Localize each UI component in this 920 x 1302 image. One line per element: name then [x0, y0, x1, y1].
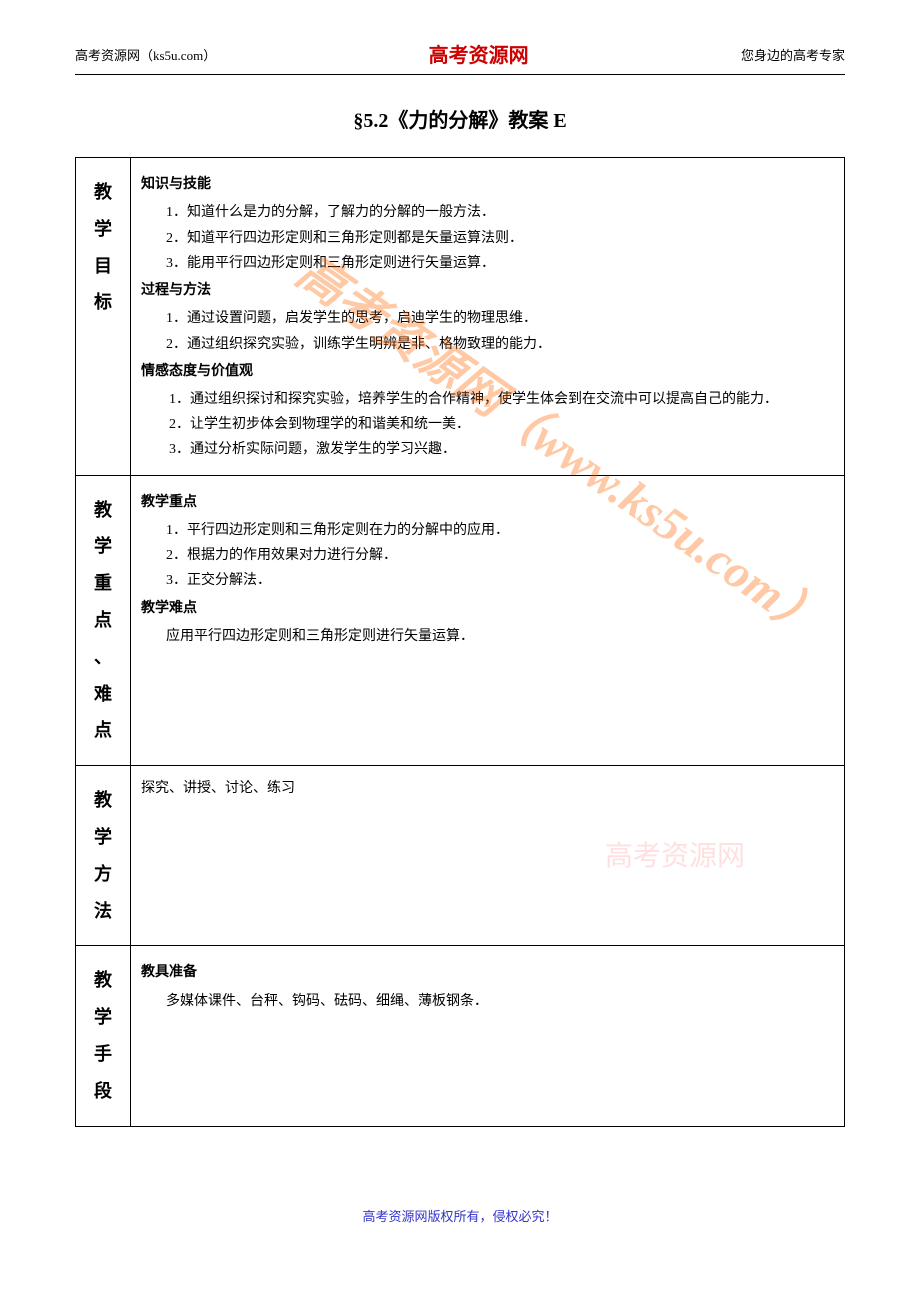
section-label-cell: 教学目标 — [76, 158, 131, 476]
label-char: 教 — [86, 966, 120, 995]
document-title: §5.2《力的分解》教案 E — [75, 105, 845, 137]
content-line: 2．根据力的作用效果对力进行分解． — [166, 543, 834, 568]
content-line: 1．平行四边形定则和三角形定则在力的分解中的应用． — [166, 518, 834, 543]
label-char: 学 — [86, 1003, 120, 1032]
table-row: 教学重点、难点教学重点1．平行四边形定则和三角形定则在力的分解中的应用．2．根据… — [76, 475, 845, 766]
group-title: 过程与方法 — [141, 280, 834, 302]
content-line: 1．知道什么是力的分解，了解力的分解的一般方法． — [166, 200, 834, 225]
content-line: 3．通过分析实际问题，激发学生的学习兴趣． — [141, 437, 834, 462]
header-left-text: 高考资源网（ks5u.com） — [75, 46, 216, 67]
header-brand-text: 高考资源网 — [429, 40, 529, 72]
lesson-plan-table: 教学目标知识与技能1．知道什么是力的分解，了解力的分解的一般方法．2．知道平行四… — [75, 157, 845, 1127]
content-line: 1．通过设置问题，启发学生的思考，启迪学生的物理思维． — [166, 306, 834, 331]
group-title: 教具准备 — [141, 962, 834, 984]
section-content-cell: 教学重点 1．平行四边形定则和三角形定则在力的分解中的应用．2．根据力的作用效果对… — [131, 475, 845, 766]
table-row: 教学目标知识与技能1．知道什么是力的分解，了解力的分解的一般方法．2．知道平行四… — [76, 158, 845, 476]
page-header: 高考资源网（ks5u.com） 高考资源网 您身边的高考专家 — [75, 40, 845, 75]
label-char: 段 — [86, 1077, 120, 1106]
content-line: 3．正交分解法． — [166, 568, 834, 593]
content-line: 3．能用平行四边形定则和三角形定则进行矢量运算． — [166, 251, 834, 276]
section-content-cell: 探究、讲授、讨论、练习 — [131, 766, 845, 946]
label-char: 标 — [86, 288, 120, 317]
group-title: 知识与技能 — [141, 174, 834, 196]
content-line: 1．通过组织探讨和探究实验，培养学生的合作精神，使学生体会到在交流中可以提高自己… — [141, 387, 834, 412]
header-right-text: 您身边的高考专家 — [741, 46, 845, 67]
content-line: 2．通过组织探究实验，训练学生明辨是非、格物致理的能力． — [166, 332, 834, 357]
label-char: 点 — [86, 606, 120, 635]
section-label-cell: 教学重点、难点 — [76, 475, 131, 766]
label-char: 目 — [86, 252, 120, 281]
content-line: 2．知道平行四边形定则和三角形定则都是矢量运算法则． — [166, 226, 834, 251]
content-text: 探究、讲授、讨论、练习 — [141, 778, 834, 800]
content-line: 多媒体课件、台秤、钩码、砝码、细绳、薄板钢条． — [166, 989, 834, 1014]
label-char: 学 — [86, 823, 120, 852]
table-row: 教学手段教具准备多媒体课件、台秤、钩码、砝码、细绳、薄板钢条． — [76, 946, 845, 1126]
label-char: 、 — [86, 643, 120, 672]
label-char: 点 — [86, 716, 120, 745]
page-footer: 高考资源网版权所有，侵权必究！ — [75, 1207, 845, 1228]
label-char: 重 — [86, 569, 120, 598]
section-label-cell: 教学方法 — [76, 766, 131, 946]
label-char: 方 — [86, 860, 120, 889]
table-row: 教学方法探究、讲授、讨论、练习 — [76, 766, 845, 946]
page-container: 高考资源网（ks5u.com） 高考资源网 您身边的高考专家 §5.2《力的分解… — [75, 40, 845, 1227]
label-char: 教 — [86, 178, 120, 207]
content-line: 2．让学生初步体会到物理学的和谐美和统一美． — [141, 412, 834, 437]
label-char: 教 — [86, 786, 120, 815]
group-title: 教学重点 — [141, 492, 834, 514]
label-char: 手 — [86, 1040, 120, 1069]
label-char: 法 — [86, 897, 120, 926]
section-content-cell: 知识与技能 1．知道什么是力的分解，了解力的分解的一般方法．2．知道平行四边形定则… — [131, 158, 845, 476]
label-char: 学 — [86, 215, 120, 244]
label-char: 学 — [86, 532, 120, 561]
section-content-cell: 教具准备多媒体课件、台秤、钩码、砝码、细绳、薄板钢条． — [131, 946, 845, 1126]
group-title: 情感态度与价值观 — [141, 361, 834, 383]
label-char: 教 — [86, 496, 120, 525]
content-line: 应用平行四边形定则和三角形定则进行矢量运算． — [166, 624, 834, 649]
section-label-cell: 教学手段 — [76, 946, 131, 1126]
group-title: 教学难点 — [141, 598, 834, 620]
label-char: 难 — [86, 680, 120, 709]
